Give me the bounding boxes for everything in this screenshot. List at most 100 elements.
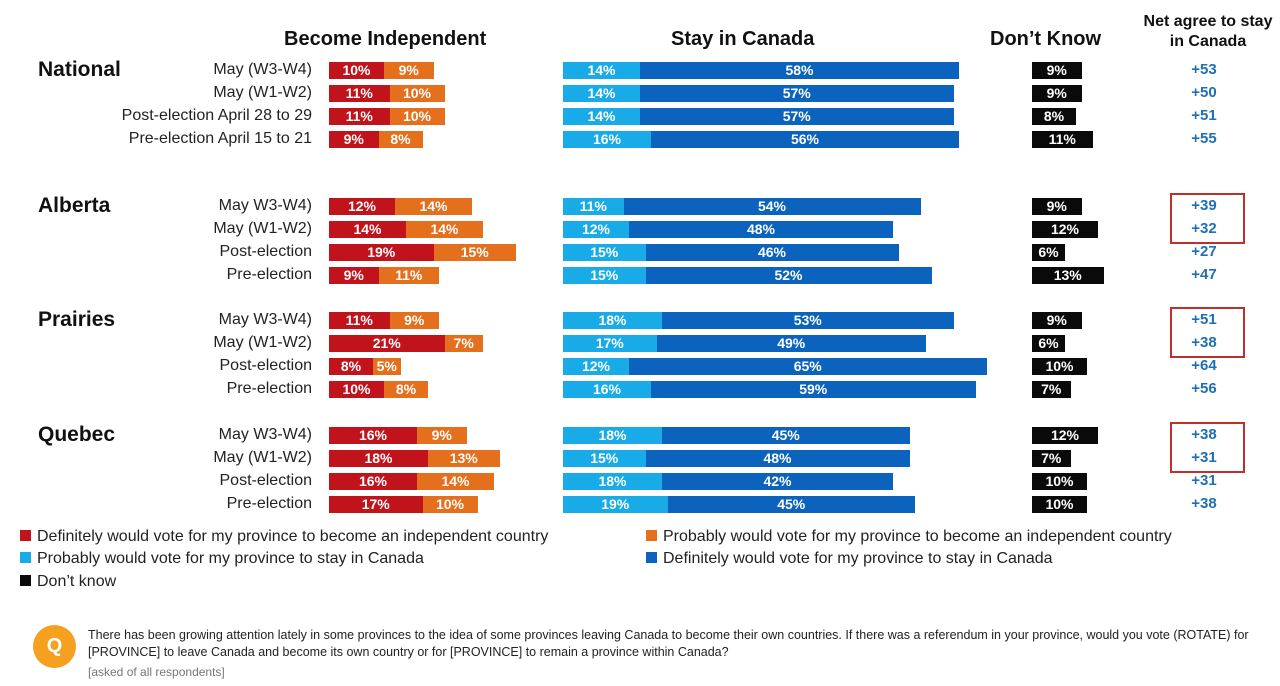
header-stay: Stay in Canada: [671, 28, 815, 50]
row-label: Pre-election: [226, 380, 312, 397]
bar-prob-indep: 10%: [422, 496, 478, 513]
bar-prob-indep: 5%: [373, 358, 401, 375]
row-label: Post-election: [219, 472, 313, 489]
row-label: May W3-W4): [218, 426, 312, 443]
net-value: +51: [1191, 311, 1217, 328]
bar-def-stay: 42%: [662, 473, 893, 490]
bar-def-indep: 16%: [329, 473, 417, 490]
net-value: +31: [1191, 472, 1217, 489]
row-label: May (W1-W2): [213, 84, 312, 101]
group-label-prairies: Prairies: [38, 308, 116, 331]
group-label-national: National: [38, 58, 121, 81]
bar-prob-indep: 15%: [433, 244, 516, 261]
bar-dont-know: 8%: [1032, 108, 1076, 125]
row-label: May W3-W4): [218, 311, 312, 328]
bar-def-indep: 12%: [329, 198, 395, 215]
net-value: +55: [1191, 130, 1217, 147]
bar-prob-indep: 7%: [444, 335, 483, 352]
bar-dont-know: 6%: [1032, 335, 1065, 352]
bar-prob-stay: 12%: [563, 358, 629, 375]
legend-swatch-prob-stay: [20, 552, 31, 563]
row-label: Pre-election: [226, 266, 312, 283]
bar-prob-stay: 18%: [563, 473, 662, 490]
bar-dont-know: 6%: [1032, 244, 1065, 261]
bar-def-indep: 8%: [329, 358, 373, 375]
net-value: +53: [1191, 61, 1217, 78]
header-dontknow: Don’t Know: [990, 28, 1102, 50]
bar-prob-stay: 14%: [563, 108, 640, 125]
bar-def-indep: 10%: [329, 381, 384, 398]
question-note: [asked of all respondents]: [88, 665, 225, 679]
row-label: May W3-W4): [218, 197, 312, 214]
net-value: +39: [1191, 197, 1217, 214]
row-label: May (W1-W2): [213, 449, 312, 466]
net-value: +32: [1191, 220, 1217, 237]
net-value: +38: [1191, 426, 1217, 443]
bar-prob-indep: 9%: [384, 62, 434, 79]
bar-def-stay: 48%: [645, 450, 910, 467]
bar-def-stay: 46%: [645, 244, 899, 261]
bar-prob-stay: 18%: [563, 427, 662, 444]
highlight-box: [1170, 422, 1245, 473]
legend-label-def-indep: Definitely would vote for my province to…: [37, 528, 549, 545]
bar-dont-know: 12%: [1032, 221, 1098, 238]
bar-prob-stay: 12%: [563, 221, 629, 238]
bar-def-indep: 19%: [329, 244, 434, 261]
bar-dont-know: 12%: [1032, 427, 1098, 444]
bar-def-stay: 56%: [651, 131, 959, 148]
bar-prob-stay: 11%: [563, 198, 624, 215]
row-label: Post-election: [219, 357, 313, 374]
bar-prob-stay: 18%: [563, 312, 662, 329]
row-label: May (W1-W2): [213, 334, 312, 351]
bar-def-stay: 45%: [667, 496, 915, 513]
bar-def-stay: 48%: [629, 221, 893, 238]
bar-def-indep: 9%: [329, 131, 379, 148]
legend-swatch-dont-know: [20, 575, 31, 586]
question-icon: Q: [33, 625, 76, 668]
legend-label-dont-know: Don’t know: [37, 573, 117, 590]
legend-item-prob-stay: Probably would vote for my province to s…: [20, 550, 424, 568]
bar-prob-indep: 10%: [389, 108, 445, 125]
row-label: Pre-election: [226, 495, 312, 512]
bar-dont-know: 9%: [1032, 85, 1082, 102]
question-text: There has been growing attention lately …: [88, 628, 1249, 659]
bar-def-stay: 65%: [629, 358, 987, 375]
bar-def-indep: 11%: [329, 85, 390, 102]
bar-prob-stay: 17%: [563, 335, 657, 352]
legend-item-def-indep: Definitely would vote for my province to…: [20, 528, 548, 546]
bar-def-stay: 57%: [640, 85, 954, 102]
row-label: May (W3-W4): [213, 61, 312, 78]
bar-dont-know: 11%: [1032, 131, 1093, 148]
bar-def-stay: 53%: [662, 312, 954, 329]
bar-dont-know: 7%: [1032, 381, 1071, 398]
net-value: +51: [1191, 107, 1217, 124]
bar-def-stay: 54%: [623, 198, 921, 215]
bar-prob-indep: 11%: [378, 267, 439, 284]
bar-prob-stay: 15%: [563, 244, 646, 261]
bar-def-indep: 9%: [329, 267, 379, 284]
bar-prob-indep: 14%: [395, 198, 472, 215]
bar-def-stay: 58%: [640, 62, 959, 79]
bar-prob-indep: 8%: [378, 131, 423, 148]
group-label-quebec: Quebec: [38, 423, 116, 446]
net-value: +38: [1191, 495, 1217, 512]
bar-prob-stay: 15%: [563, 450, 646, 467]
group-label-alberta: Alberta: [38, 194, 111, 217]
bar-def-indep: 11%: [329, 108, 390, 125]
bar-dont-know: 10%: [1032, 358, 1087, 375]
row-label: Post-election: [219, 243, 313, 260]
bar-def-stay: 57%: [640, 108, 954, 125]
bar-dont-know: 9%: [1032, 198, 1082, 215]
bar-prob-stay: 14%: [563, 62, 640, 79]
bar-dont-know: 10%: [1032, 496, 1087, 513]
bar-prob-stay: 14%: [563, 85, 640, 102]
header-net: Net agree to stay in Canada: [1143, 13, 1273, 50]
legend-swatch-prob-indep: [646, 530, 657, 541]
bar-dont-know: 10%: [1032, 473, 1087, 490]
highlight-box: [1170, 193, 1245, 244]
bar-dont-know: 9%: [1032, 312, 1082, 329]
bar-dont-know: 7%: [1032, 450, 1071, 467]
bar-def-indep: 16%: [329, 427, 417, 444]
legend-label-prob-stay: Probably would vote for my province to s…: [37, 550, 424, 567]
row-label: May (W1-W2): [213, 220, 312, 237]
